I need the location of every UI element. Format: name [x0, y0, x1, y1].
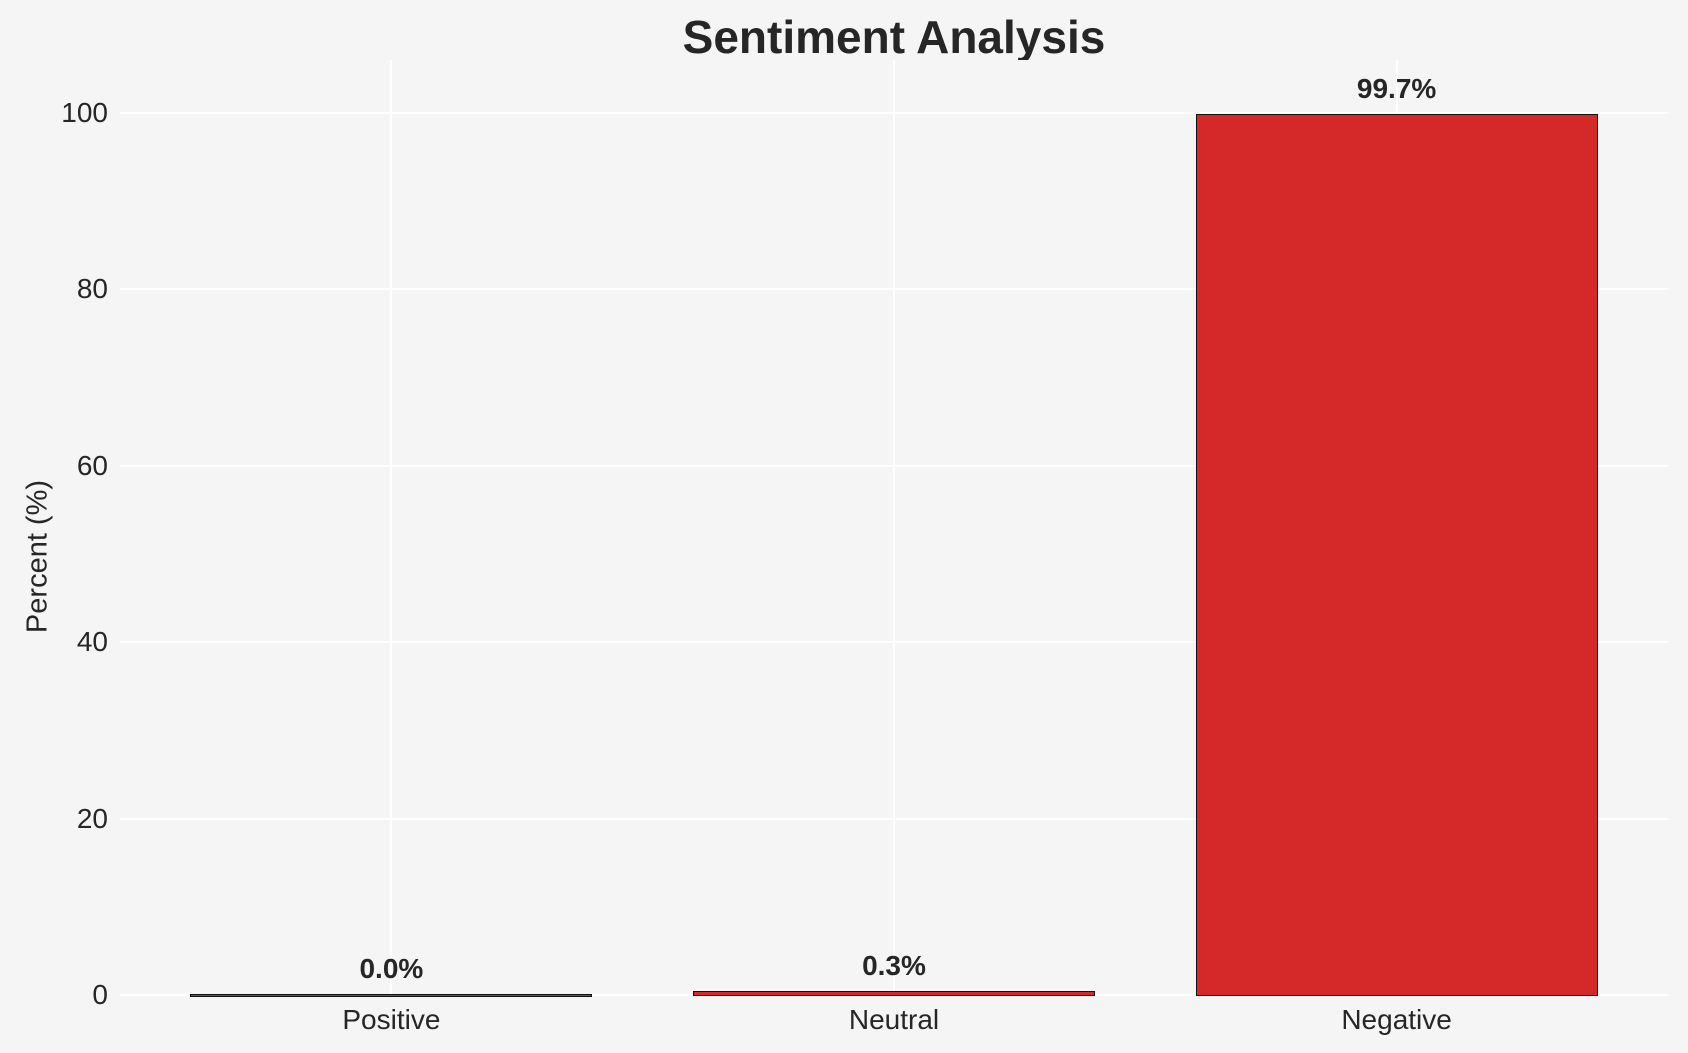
y-tick-label: 60 — [76, 449, 108, 481]
bar-value-label: 99.7% — [1356, 73, 1437, 105]
bar-neutral — [692, 990, 1096, 997]
y-axis-label: Percent (%) — [21, 479, 54, 634]
y-tick-label: 20 — [76, 802, 108, 834]
bar-value-label: 0.3% — [862, 949, 926, 981]
gridline-vertical — [390, 60, 393, 995]
y-tick-label: 0 — [92, 979, 108, 1010]
x-tick-label-positive: Positive — [342, 1004, 441, 1035]
y-tick-label: 80 — [76, 273, 108, 305]
gridline-vertical — [893, 60, 895, 995]
y-tick-label: 100 — [61, 97, 108, 128]
bar-positive — [190, 993, 593, 997]
bar-value-label: 0.0% — [359, 952, 424, 984]
x-tick-label-negative: Negative — [1341, 1004, 1452, 1035]
x-tick-label-neutral: Neutral — [848, 1004, 940, 1035]
y-tick-label: 40 — [76, 626, 108, 658]
chart-title: Sentiment Analysis — [682, 11, 1106, 63]
bar-negative — [1195, 114, 1598, 997]
